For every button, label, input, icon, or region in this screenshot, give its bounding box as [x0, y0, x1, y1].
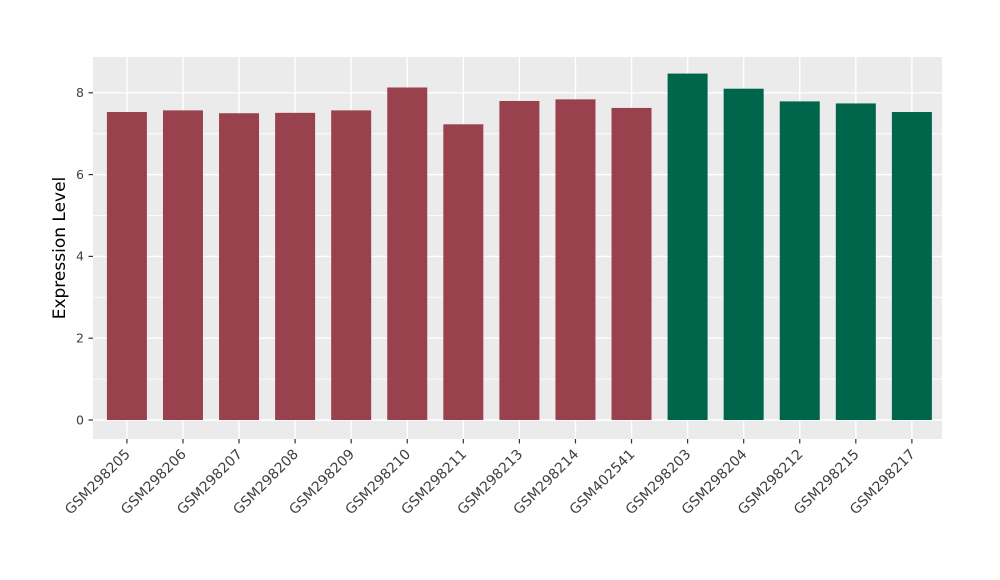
bar-GSM298213: [499, 100, 540, 420]
axes: 02468GSM298205GSM298206GSM298207GSM29820…: [62, 85, 919, 518]
plot-panel: [93, 57, 942, 439]
y-tick-label: 8: [76, 85, 84, 100]
bar-GSM298217: [891, 112, 932, 420]
bar-GSM298212: [779, 101, 820, 420]
bar-GSM298206: [162, 110, 203, 421]
bar-GSM298207: [219, 113, 260, 420]
y-axis-title: Expression Level: [50, 177, 70, 320]
bar-GSM298203: [667, 73, 708, 421]
y-tick-label: 6: [76, 167, 84, 182]
y-tick-label: 0: [76, 412, 84, 427]
bar-GSM298215: [835, 103, 876, 421]
bar-GSM298211: [443, 124, 484, 420]
bar-GSM298209: [331, 110, 372, 421]
y-tick-label: 2: [76, 331, 84, 346]
bar-GSM298210: [387, 87, 428, 420]
bar-GSM298208: [275, 112, 316, 420]
bar-GSM298214: [555, 99, 596, 421]
y-tick-label: 4: [76, 249, 84, 264]
bar-GSM298205: [106, 112, 147, 420]
bar-GSM402541: [611, 107, 652, 421]
bar-GSM298204: [723, 88, 764, 421]
